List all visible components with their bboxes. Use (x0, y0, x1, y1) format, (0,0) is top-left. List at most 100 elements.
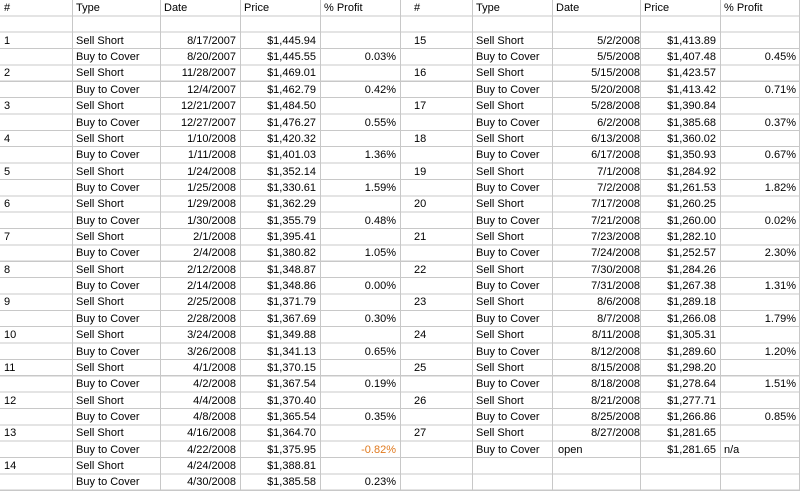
trade-number: 18 (414, 132, 427, 145)
trade-number (4, 82, 70, 98)
table-row: Buy to Cover 3/26/2008 $1,341.13 0.65% (0, 344, 400, 360)
trade-price: $1,348.86 (267, 280, 316, 293)
trade-price: $1,282.10 (667, 231, 716, 244)
trade-date: 11/28/2007 (181, 67, 236, 80)
trade-number (4, 180, 70, 196)
trade-price: $1,445.94 (267, 34, 316, 47)
trade-number: 26 (414, 394, 427, 407)
trade-number (414, 311, 470, 327)
table-row: 14 Sell Short 4/24/2008 $1,388.81 (0, 458, 400, 474)
trade-price: $1,352.14 (267, 165, 316, 178)
trade-type: Buy to Cover (76, 116, 140, 129)
trade-number: 8 (4, 263, 11, 276)
trade-profit (722, 425, 796, 441)
table-row: Buy to Cover 8/20/2007 $1,445.55 0.03% (0, 49, 400, 65)
trade-type: Sell Short (476, 165, 524, 178)
table-row: Buy to Cover 8/18/2008 $1,278.64 1.51% (400, 376, 800, 392)
trade-type: Sell Short (476, 34, 524, 47)
trade-price: $1,385.58 (267, 476, 316, 489)
trade-profit (722, 393, 796, 409)
trade-date: open (558, 443, 583, 456)
trade-profit: 1.36% (364, 149, 396, 162)
trade-profit: 1.59% (364, 181, 396, 194)
trade-date: 4/22/2008 (187, 443, 236, 456)
table-row: 9 Sell Short 2/25/2008 $1,371.79 (0, 294, 400, 310)
trade-type: Buy to Cover (76, 51, 140, 64)
trade-price: $1,278.64 (667, 378, 716, 391)
trade-type: Sell Short (76, 296, 124, 309)
trade-profit (322, 131, 396, 147)
trade-price: $1,284.92 (667, 165, 716, 178)
table-row: Buy to Cover 5/20/2008 $1,413.42 0.71% (400, 82, 800, 98)
trade-number (4, 409, 70, 425)
trade-number (414, 245, 470, 261)
trade-date: 12/21/2007 (180, 100, 236, 113)
trade-profit: 1.31% (764, 280, 796, 293)
table-row: 12 Sell Short 4/4/2008 $1,370.40 (0, 393, 400, 409)
trade-number (414, 474, 470, 490)
trade-number (414, 82, 470, 98)
table-row: Buy to Cover 7/21/2008 $1,260.00 0.02% (400, 213, 800, 229)
trade-number (4, 442, 70, 458)
trade-date: 3/26/2008 (187, 345, 236, 358)
trade-type: Buy to Cover (476, 378, 540, 391)
trade-date: 8/27/2008 (591, 427, 640, 440)
trade-price: $1,289.18 (667, 296, 716, 309)
trade-type: Buy to Cover (76, 312, 140, 325)
trade-number (414, 278, 470, 294)
table-row: Buy to Cover 6/2/2008 $1,385.68 0.37% (400, 115, 800, 131)
trade-type (476, 16, 554, 32)
trade-price: $1,252.57 (667, 247, 716, 260)
trade-profit (322, 262, 396, 278)
trade-price: $1,413.42 (667, 83, 716, 96)
header-profit: % Profit (324, 2, 363, 14)
trade-profit: 1.51% (764, 378, 796, 391)
header-profit: % Profit (724, 2, 763, 14)
table-row: Buy to Cover 6/17/2008 $1,350.93 0.67% (400, 147, 800, 163)
trade-profit: 0.00% (364, 280, 396, 293)
trade-profit: 2.30% (764, 247, 796, 260)
trade-profit: 1.82% (764, 181, 796, 194)
trade-date: 4/2/2008 (193, 378, 236, 391)
table-row: 22 Sell Short 7/30/2008 $1,284.26 (400, 262, 800, 278)
trade-number (414, 115, 470, 131)
table-row: 8 Sell Short 2/12/2008 $1,348.87 (0, 262, 400, 278)
trade-price: $1,484.50 (267, 100, 316, 113)
trade-price (642, 474, 716, 490)
trade-number: 7 (4, 231, 11, 244)
trade-number (414, 213, 470, 229)
table-row: 20 Sell Short 7/17/2008 $1,260.25 (400, 196, 800, 212)
trade-date: 4/8/2008 (193, 411, 236, 423)
trade-profit (322, 164, 396, 180)
trade-profit (722, 327, 796, 343)
trade-profit: 0.03% (364, 51, 396, 64)
table-row: Buy to Cover 12/4/2007 $1,462.79 0.42% (0, 82, 400, 98)
trade-profit (722, 294, 796, 310)
trade-price: $1,476.27 (267, 116, 316, 129)
table-row: 24 Sell Short 8/11/2008 $1,305.31 (400, 327, 800, 343)
trade-number: 5 (4, 165, 11, 178)
trade-date: 8/21/2008 (591, 394, 640, 407)
trade-date: 1/24/2008 (187, 165, 236, 178)
trade-number (4, 16, 70, 32)
trade-number: 25 (414, 361, 427, 374)
trade-type: Buy to Cover (76, 345, 140, 358)
trade-type: Buy to Cover (476, 280, 540, 293)
header-price: Price (644, 2, 670, 14)
trade-date: 6/13/2008 (591, 132, 640, 145)
trade-number (4, 213, 70, 229)
trade-date: 4/16/2008 (187, 427, 236, 440)
table-row: Buy to Cover 1/30/2008 $1,355.79 0.48% (0, 213, 400, 229)
trade-profit (322, 327, 396, 343)
table-row: 26 Sell Short 8/21/2008 $1,277.71 (400, 393, 800, 409)
trade-date: 4/1/2008 (193, 361, 236, 374)
trade-price: $1,375.95 (267, 443, 316, 456)
trade-number: 21 (414, 231, 427, 244)
trade-type: Buy to Cover (76, 443, 140, 456)
trade-date: 2/28/2008 (187, 312, 236, 325)
trade-date: 4/30/2008 (187, 476, 236, 489)
trade-number: 23 (414, 296, 427, 309)
trade-number: 9 (4, 296, 11, 309)
trade-price: $1,395.41 (267, 231, 316, 244)
trade-profit: 1.05% (364, 247, 396, 260)
